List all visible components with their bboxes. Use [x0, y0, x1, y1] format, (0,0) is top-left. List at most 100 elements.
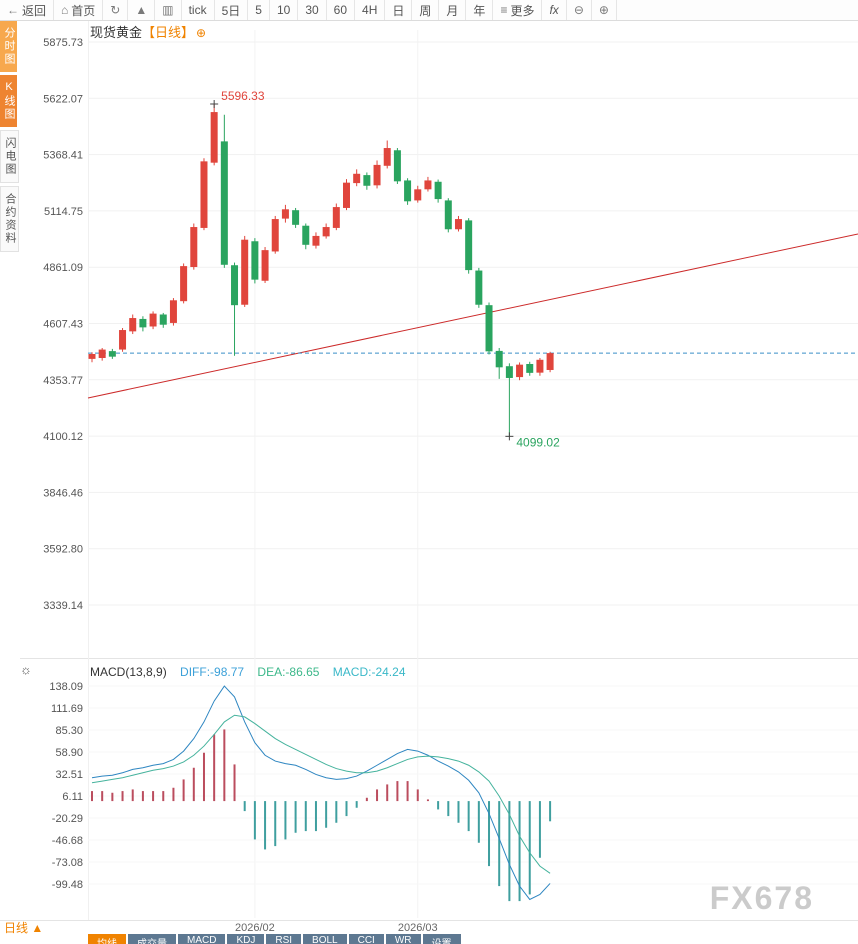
trend-line — [87, 233, 858, 399]
macd-histogram-bar — [457, 801, 460, 823]
bottom-tab-rsi[interactable]: RSI — [266, 934, 302, 944]
macd-dea-value: DEA:-86.65 — [257, 665, 320, 679]
toolbar-item-label: 60 — [333, 3, 348, 17]
fx-button[interactable]: fx — [542, 0, 567, 20]
macd-histogram-bar — [243, 801, 246, 812]
sidebar-tab-kline[interactable]: K线图 — [0, 75, 17, 127]
bottom-tab-settings[interactable]: 设置 — [422, 934, 461, 944]
more-button[interactable]: ≡ 更多 — [493, 0, 543, 20]
candlestick — [495, 350, 503, 368]
toolbar-item-label: tick — [188, 3, 207, 17]
macd-histogram-bar — [396, 781, 399, 802]
macd-histogram-bar — [538, 801, 541, 858]
candlestick — [536, 359, 544, 373]
macd-y-axis-label: -46.68 — [52, 835, 83, 847]
macd-histogram-bar — [416, 789, 419, 802]
macd-histogram-bar — [345, 801, 348, 817]
sidebar-tab-time-share[interactable]: 分时图 — [0, 21, 17, 72]
watermark: FX678 — [709, 880, 814, 916]
macd-histogram-bar — [182, 779, 185, 802]
bottom-tab-wr[interactable]: WR — [385, 934, 421, 944]
interval-day-button[interactable]: 日 — [385, 0, 413, 20]
candlestick — [281, 209, 289, 219]
candlestick — [393, 150, 401, 182]
candlestick — [210, 112, 218, 163]
y-axis-label: 4861.09 — [43, 262, 83, 274]
macd-histogram-bar — [233, 764, 236, 802]
macd-params: MACD(13,8,9) — [90, 665, 167, 679]
macd-histogram-bar — [162, 791, 165, 802]
chevron-up-icon: ▲ — [31, 921, 44, 935]
macd-y-axis-label: -73.08 — [52, 857, 83, 869]
bottom-tab-macd[interactable]: MACD — [178, 934, 226, 944]
back-button[interactable]: ← 返回 — [0, 0, 55, 20]
tick-button[interactable]: tick — [182, 0, 215, 20]
toolbar-item-label: 周 — [419, 3, 432, 18]
macd-histogram-bar — [111, 792, 114, 802]
toolbar-item-label: 4H — [362, 3, 378, 17]
toolbar-item-label: 30 — [305, 3, 319, 17]
candlestick — [516, 364, 524, 378]
sidebar-tab-contract-info[interactable]: 合约资料 — [0, 186, 19, 252]
toolbar-item-label: 5日 — [221, 3, 241, 18]
candlestick — [200, 161, 208, 228]
home-button[interactable]: ⌂ 首页 — [54, 0, 104, 20]
bottom-tab-kdj[interactable]: KDJ — [227, 934, 265, 944]
zoom-in-button[interactable]: ⊕ — [592, 0, 617, 20]
interval-4h-button[interactable]: 4H — [355, 0, 386, 20]
candlestick — [312, 235, 320, 246]
area-chart-button[interactable]: ▲ — [128, 0, 156, 20]
zoom-out-icon: ⊖ — [573, 3, 584, 17]
interval-10-button[interactable]: 10 — [270, 0, 299, 20]
home-icon: ⌂ — [61, 3, 69, 17]
y-axis-label: 3846.46 — [43, 487, 83, 499]
candlestick — [383, 148, 391, 166]
interval-60-button[interactable]: 60 — [327, 0, 356, 20]
back-icon: ← — [7, 3, 19, 17]
interval-year-button[interactable]: 年 — [466, 0, 494, 20]
macd-histogram-bar — [121, 791, 124, 802]
candlestick — [190, 227, 198, 267]
macd-histogram-bar — [152, 791, 155, 802]
macd-histogram-bar — [325, 801, 328, 828]
candlestick — [149, 313, 157, 327]
interval-5d-button[interactable]: 5日 — [215, 0, 249, 20]
candlestick — [159, 314, 167, 325]
candle-chart-button[interactable]: ▥ — [155, 0, 182, 20]
macd-histogram-bar — [437, 801, 440, 810]
macd-diff-line — [91, 685, 551, 901]
interval-30-button[interactable]: 30 — [298, 0, 327, 20]
bottom-tab-boll[interactable]: BOLL — [303, 934, 347, 944]
y-axis-label: 3339.14 — [43, 600, 83, 612]
interval-week-button[interactable]: 周 — [412, 0, 440, 20]
zoom-out-button[interactable]: ⊖ — [567, 0, 592, 20]
candlestick — [180, 266, 188, 302]
refresh-button[interactable]: ↻ — [103, 0, 129, 20]
link-icon[interactable]: ⊕ — [196, 26, 207, 40]
macd-histogram-bar — [141, 791, 144, 802]
top-toolbar: ← 返回 ⌂ 首页 ↻ ▲ ▥ tick 5日 5 10 30 60 4H 日周月年 ≡ 更多 fx ⊖ ⊕ — [0, 0, 858, 21]
macd-diff-value: DIFF:-98.77 — [180, 665, 245, 679]
period-dropdown[interactable]: 日线 ▲ — [4, 919, 43, 936]
interval-month-button[interactable]: 月 — [439, 0, 467, 20]
sidebar-tab-lightning[interactable]: 闪电图 — [0, 130, 19, 183]
candlestick — [231, 265, 239, 306]
candlestick — [220, 141, 228, 265]
candlestick — [139, 318, 147, 328]
indicator-tabs: 均线成交量MACDKDJRSIBOLLCCIWR设置 — [88, 934, 461, 944]
interval-5-button[interactable]: 5 — [248, 0, 270, 20]
y-axis-label: 4100.12 — [43, 431, 83, 443]
bottom-tab-volume[interactable]: 成交量 — [128, 934, 176, 944]
period-tag: 【日线】 — [142, 25, 195, 40]
macd-histogram-bar — [355, 801, 358, 808]
macd-y-axis-label: 32.51 — [55, 769, 83, 781]
bottom-tab-cci[interactable]: CCI — [348, 934, 384, 944]
macd-settings-icon[interactable]: ☼ — [20, 662, 32, 677]
bottom-tab-ma[interactable]: 均线 — [88, 934, 126, 944]
candlestick — [322, 227, 330, 237]
macd-histogram-bar — [294, 801, 297, 833]
macd-y-axis-label: 58.90 — [55, 747, 83, 759]
candlestick — [475, 270, 483, 305]
